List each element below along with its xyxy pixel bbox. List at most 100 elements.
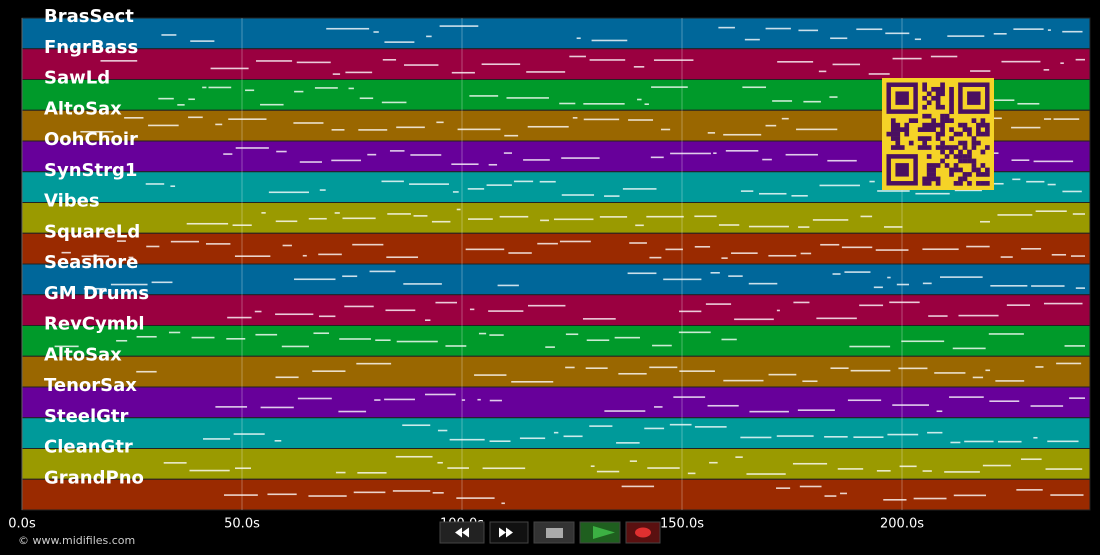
qr-module xyxy=(949,95,954,101)
note xyxy=(189,469,230,472)
note xyxy=(488,310,524,312)
note xyxy=(168,331,181,334)
play-button[interactable] xyxy=(579,521,621,544)
note xyxy=(527,125,569,128)
note xyxy=(663,278,702,281)
qr-module xyxy=(980,118,986,123)
note xyxy=(191,336,215,339)
note xyxy=(709,461,718,464)
note xyxy=(853,436,884,438)
note xyxy=(629,460,637,462)
note xyxy=(876,470,891,472)
qr-module xyxy=(949,109,954,115)
note xyxy=(308,495,347,497)
note xyxy=(744,38,760,41)
note xyxy=(437,429,448,432)
track-name: Seashore xyxy=(44,252,138,273)
qr-module xyxy=(922,140,927,146)
note xyxy=(482,467,526,470)
qr-module xyxy=(922,136,927,141)
record-button[interactable] xyxy=(625,521,661,544)
note xyxy=(1031,285,1065,287)
qr-module xyxy=(944,118,950,123)
qr-module xyxy=(935,181,941,186)
qr-module xyxy=(890,118,896,123)
qr-module xyxy=(971,118,977,123)
note xyxy=(1001,60,1041,63)
note xyxy=(469,308,475,311)
note xyxy=(245,89,255,92)
note xyxy=(820,243,840,246)
note xyxy=(988,99,1015,102)
note xyxy=(296,61,331,64)
qr-module xyxy=(931,118,936,123)
note xyxy=(203,438,231,440)
note xyxy=(725,150,759,152)
qr-module xyxy=(908,118,914,123)
qr-module xyxy=(949,127,954,132)
note xyxy=(803,100,821,103)
note xyxy=(478,332,487,335)
note xyxy=(673,396,706,398)
note xyxy=(332,73,341,75)
note xyxy=(650,156,664,159)
note xyxy=(792,462,828,465)
qr-module xyxy=(958,167,963,173)
note xyxy=(589,59,626,61)
note xyxy=(875,249,909,251)
note xyxy=(146,245,160,248)
note xyxy=(884,226,903,228)
note xyxy=(812,219,849,221)
qr-module xyxy=(962,127,968,132)
note xyxy=(170,240,200,243)
qr-module xyxy=(886,131,892,137)
note xyxy=(939,276,983,278)
qr-module xyxy=(958,158,963,164)
rewind-button[interactable] xyxy=(439,521,485,544)
note xyxy=(772,100,793,102)
qr-module xyxy=(967,158,972,164)
qr-module xyxy=(967,181,972,186)
note xyxy=(972,376,984,379)
stop-button[interactable] xyxy=(533,521,575,544)
qr-finder xyxy=(895,163,909,177)
qr-module xyxy=(917,127,923,132)
note xyxy=(694,426,727,428)
note xyxy=(210,67,249,70)
note xyxy=(451,71,475,74)
qr-module xyxy=(971,167,977,173)
note xyxy=(215,406,248,408)
note xyxy=(1047,440,1079,443)
note xyxy=(374,399,381,401)
note xyxy=(883,499,907,501)
note xyxy=(163,462,187,464)
note xyxy=(665,248,683,251)
note xyxy=(627,272,657,275)
note xyxy=(869,180,875,183)
note xyxy=(232,224,252,227)
note xyxy=(381,101,407,104)
note xyxy=(302,254,307,257)
note xyxy=(723,379,764,382)
qr-module xyxy=(953,163,959,168)
qr-module xyxy=(958,176,963,182)
note xyxy=(819,184,860,187)
note xyxy=(1000,256,1013,258)
note xyxy=(798,226,810,228)
note xyxy=(832,273,841,275)
note xyxy=(367,153,377,156)
note xyxy=(396,126,425,129)
note xyxy=(604,410,646,412)
qr-module xyxy=(935,95,941,101)
note xyxy=(799,485,822,488)
note xyxy=(768,254,797,257)
fast-forward-button[interactable] xyxy=(489,521,529,544)
note xyxy=(1064,345,1085,347)
note xyxy=(268,191,309,194)
note xyxy=(344,305,374,308)
note xyxy=(80,130,114,133)
qr-module xyxy=(940,113,945,119)
note xyxy=(457,128,501,131)
qr-module xyxy=(980,149,986,155)
